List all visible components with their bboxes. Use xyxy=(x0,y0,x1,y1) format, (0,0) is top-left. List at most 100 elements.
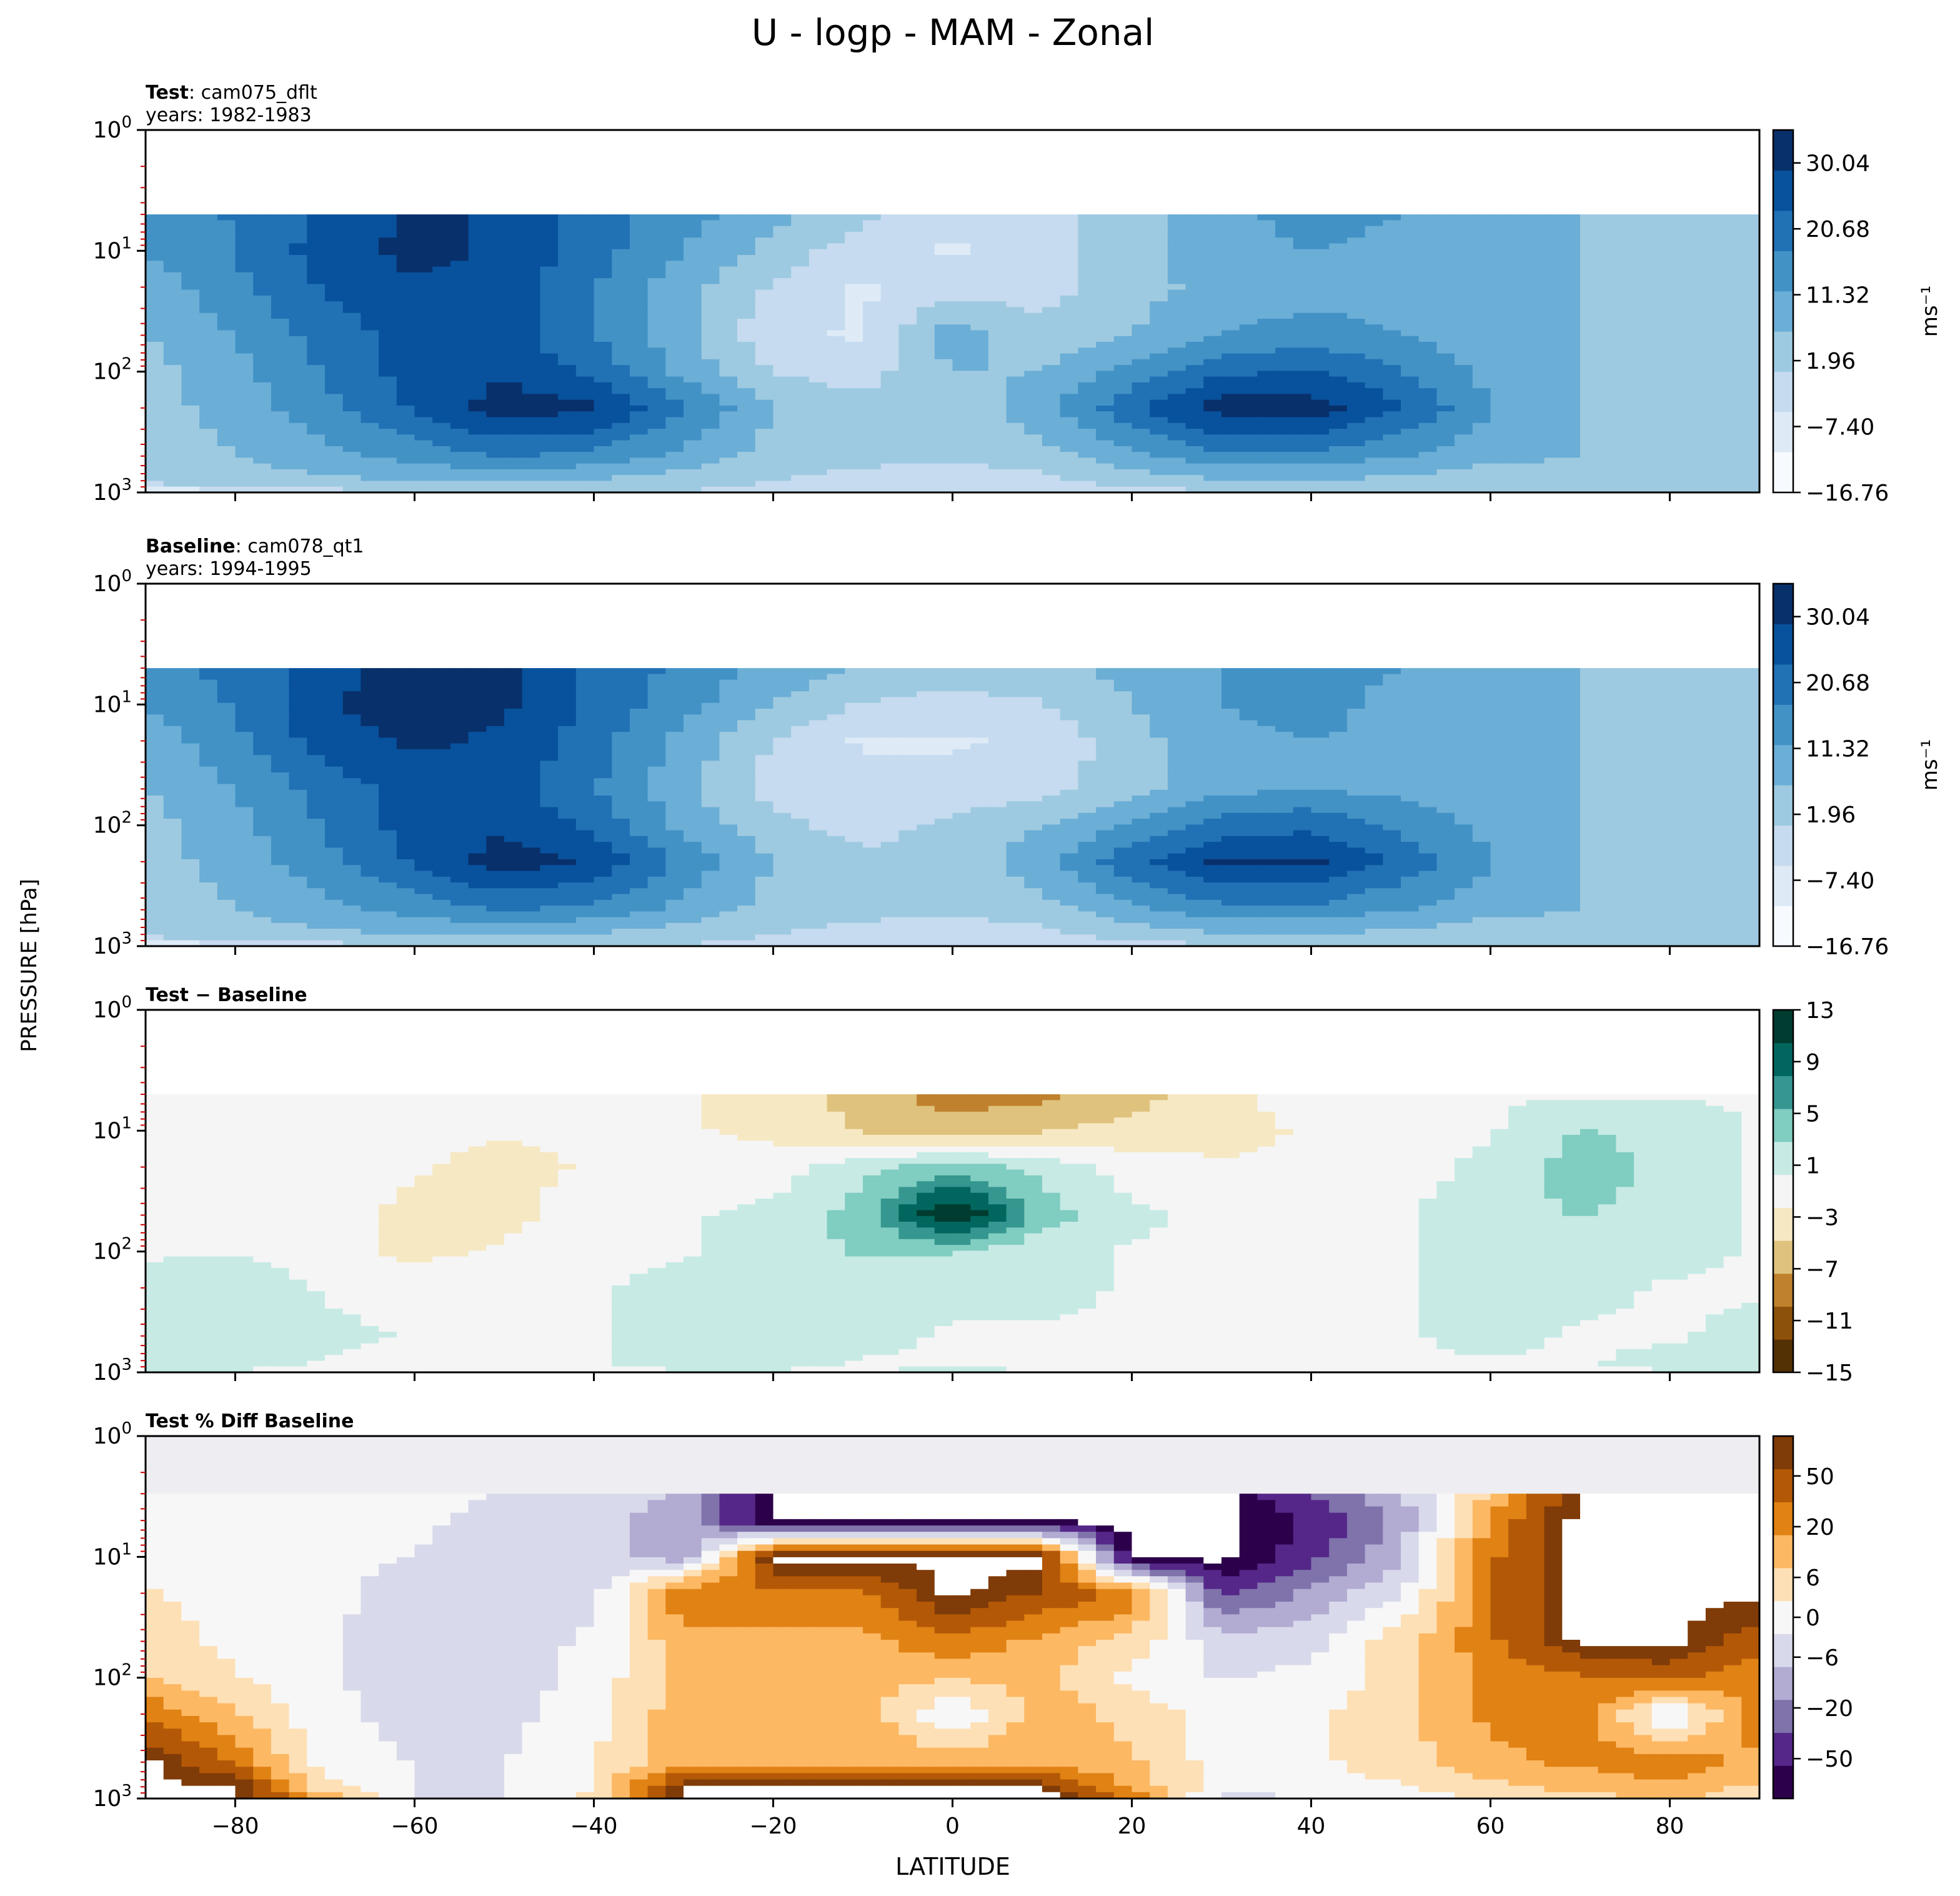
contour-cell xyxy=(1651,220,1671,227)
contour-cell xyxy=(235,295,254,302)
contour-cell xyxy=(396,475,415,482)
contour-cell xyxy=(1329,679,1348,686)
contour-cell xyxy=(271,697,290,704)
contour-cell xyxy=(289,668,308,675)
contour-cell xyxy=(970,255,989,262)
contour-cell xyxy=(1562,411,1581,418)
contour-cell xyxy=(450,278,469,285)
contour-cell xyxy=(647,486,667,492)
contour-cell xyxy=(791,226,810,232)
contour-cell xyxy=(361,226,379,232)
contour-cell xyxy=(486,319,505,326)
contour-cell xyxy=(163,481,182,487)
contour-cell xyxy=(934,324,953,331)
contour-cell xyxy=(181,376,200,383)
contour-cell xyxy=(1239,674,1258,681)
contour-cell xyxy=(898,214,917,221)
contour-cell xyxy=(1508,330,1527,337)
contour-cell xyxy=(342,330,362,337)
contour-cell xyxy=(1365,336,1384,342)
contour-cell xyxy=(1203,691,1222,698)
contour-cell xyxy=(468,249,487,256)
contour-cell xyxy=(450,342,469,349)
contour-cell xyxy=(540,312,559,319)
contour-cell xyxy=(450,481,469,487)
contour-cell xyxy=(1508,382,1527,389)
contour-cell xyxy=(540,399,559,406)
contour-cell xyxy=(1688,469,1706,476)
contour-cell xyxy=(1634,399,1653,406)
contour-cell xyxy=(414,457,433,464)
contour-cell xyxy=(701,289,720,296)
contour-cell xyxy=(432,220,451,227)
contour-cell xyxy=(522,307,541,314)
contour-cell xyxy=(1634,674,1653,681)
contour-cell xyxy=(1580,220,1599,227)
contour-cell xyxy=(917,376,935,383)
contour-cell xyxy=(289,469,308,476)
contour-cell xyxy=(1113,679,1133,686)
contour-cell xyxy=(558,463,577,470)
contour-cell xyxy=(1580,406,1599,412)
contour-cell xyxy=(1688,446,1706,452)
contour-cell xyxy=(199,359,218,366)
contour-cell xyxy=(1132,463,1150,470)
contour-cell xyxy=(647,324,667,331)
contour-cell xyxy=(1257,452,1276,459)
contour-cell xyxy=(1365,434,1384,441)
contour-cell xyxy=(342,365,362,372)
contour-cell xyxy=(450,475,469,482)
contour-cell xyxy=(199,434,218,441)
contour-cell xyxy=(791,422,810,429)
contour-cell xyxy=(934,336,953,342)
contour-cell xyxy=(361,674,379,681)
figure-title: U - logp - MAM - Zonal xyxy=(752,11,1155,54)
contour-cell xyxy=(1580,469,1599,476)
contour-cell xyxy=(1060,446,1079,452)
contour-cell xyxy=(952,376,971,383)
contour-cell xyxy=(1365,330,1384,337)
contour-cell xyxy=(612,359,630,366)
contour-cell xyxy=(1418,486,1438,492)
contour-cell xyxy=(1024,255,1043,262)
contour-cell xyxy=(1167,674,1186,681)
contour-cell xyxy=(1418,685,1438,692)
contour-cell xyxy=(217,220,236,227)
contour-cell xyxy=(1634,284,1653,291)
contour-cell xyxy=(1634,272,1653,279)
contour-cell xyxy=(1616,668,1634,675)
contour-cell xyxy=(701,330,720,337)
contour-cell xyxy=(773,243,792,250)
contour-cell xyxy=(522,481,541,487)
contour-cell xyxy=(701,422,720,429)
contour-cell xyxy=(1275,278,1294,285)
contour-cell xyxy=(379,330,397,337)
contour-cell xyxy=(988,668,1007,675)
contour-cell xyxy=(808,261,828,267)
contour-cell xyxy=(1401,446,1420,452)
contour-cell xyxy=(863,434,882,441)
contour-cell xyxy=(1651,429,1671,436)
contour-cell xyxy=(791,231,810,238)
contour-cell xyxy=(414,324,433,331)
contour-cell xyxy=(808,231,828,238)
contour-cell xyxy=(396,261,415,267)
contour-cell xyxy=(325,457,344,464)
contour-cell xyxy=(361,422,379,429)
contour-cell xyxy=(1634,406,1653,412)
contour-cell xyxy=(522,382,541,389)
contour-cell xyxy=(1293,406,1312,412)
contour-cell xyxy=(1616,319,1634,326)
contour-cell xyxy=(540,417,559,424)
contour-cell xyxy=(1203,446,1222,452)
contour-cell xyxy=(1275,475,1294,482)
contour-cell xyxy=(701,312,720,319)
contour-cell xyxy=(217,243,236,250)
contour-cell xyxy=(1598,226,1617,232)
contour-cell xyxy=(1167,365,1186,372)
contour-cell xyxy=(684,284,702,291)
contour-cell xyxy=(379,422,397,429)
contour-cell xyxy=(1203,376,1222,383)
contour-cell xyxy=(1401,231,1420,238)
contour-cell xyxy=(1401,249,1420,256)
